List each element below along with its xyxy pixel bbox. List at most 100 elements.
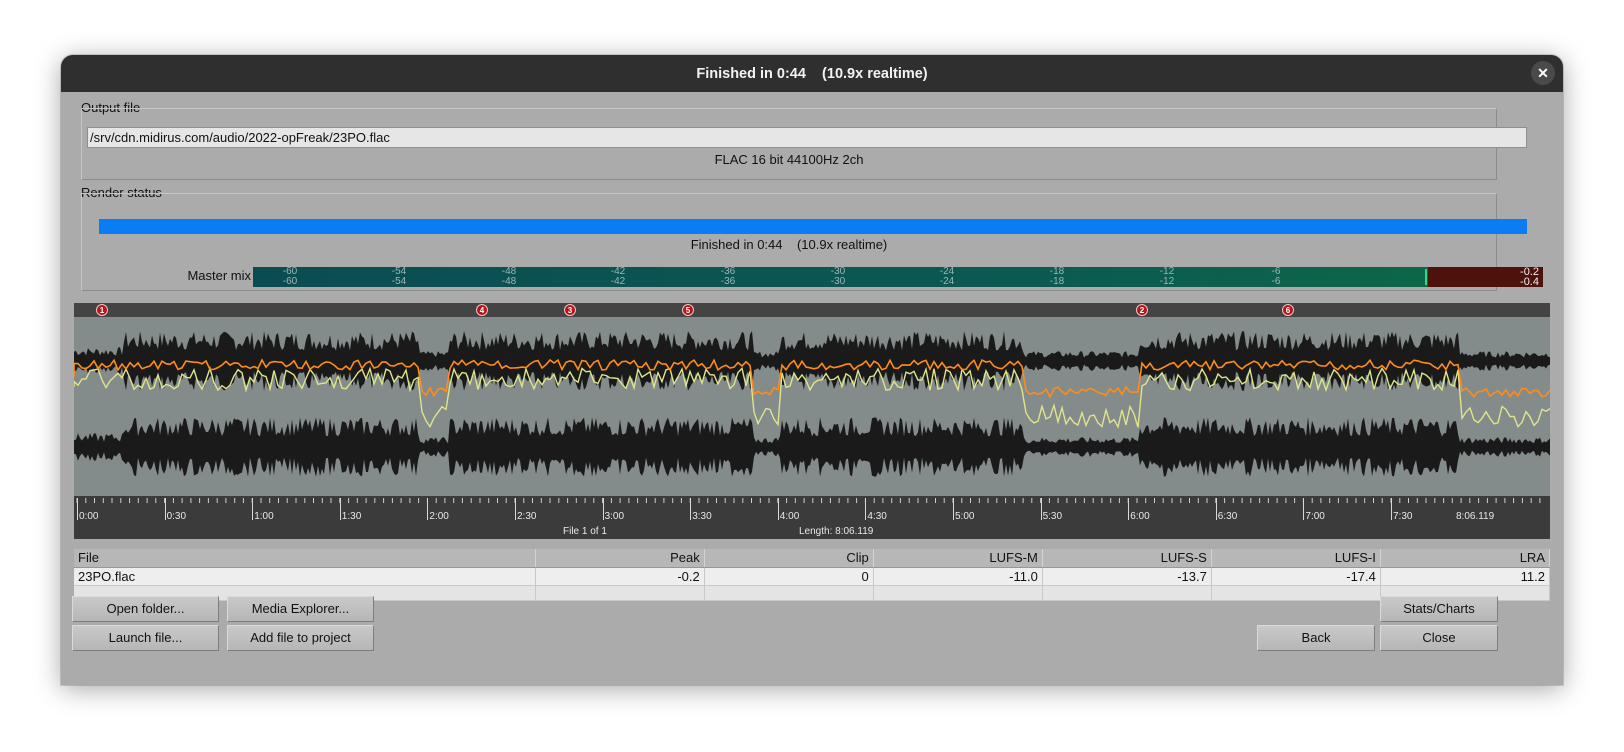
timeline-major-tick [690, 498, 692, 520]
column-header-peak[interactable]: Peak [535, 549, 705, 568]
marker-badge[interactable]: 5 [682, 304, 694, 316]
master-level-meter: -60 -60 -54 -54 -48 -48 -42 -42 -36 -36 -30 -30 -24-… [253, 266, 1543, 288]
meter-scale-label: -36 [720, 276, 736, 287]
meter-scale-label: -12 [1159, 266, 1175, 277]
cell-clip: 0 [704, 567, 874, 586]
timeline-major-tick [1128, 498, 1130, 520]
meter-scale-label: -12 [1159, 276, 1175, 287]
timeline-label: 1:00 [254, 511, 274, 522]
meter-peak-hold [1425, 269, 1427, 285]
marker-badge[interactable]: 4 [476, 304, 488, 316]
render-finished-dialog: Finished in 0:44 (10.9x realtime) ✕ Outp… [61, 55, 1563, 685]
output-file-label: Output file [81, 100, 141, 115]
render-status-group [81, 193, 1497, 291]
meter-scale-label: -24 [939, 276, 955, 287]
meter-scale-label: -24 [939, 266, 955, 277]
timeline-major-tick [515, 498, 516, 520]
back-button[interactable]: Back [1257, 625, 1375, 651]
timeline-label: 5:00 [955, 511, 975, 522]
meter-scale-label: -42 [610, 266, 626, 277]
master-mix-label: Master mix [187, 268, 251, 283]
timeline-label: 7:30 [1393, 511, 1413, 522]
timeline-label: 3:00 [604, 511, 625, 522]
close-button[interactable]: Close [1380, 625, 1498, 651]
length-info: Length: 8:06.119 [799, 526, 874, 537]
meter-scale-label: -36 [720, 266, 736, 277]
timeline-label: 7:00 [1305, 511, 1325, 522]
peak-right-value: -0.4 [1520, 276, 1539, 288]
cell-lra: 11.2 [1380, 567, 1551, 586]
meter-scale-label: -18 [1049, 266, 1065, 277]
waveform-view[interactable]: 1 4 3 5 2 6 0:00 0:30 1:00 1:30 2:00 2:30 3:00… [73, 303, 1551, 539]
timeline-label: 8:06.119 [1456, 511, 1495, 522]
render-status-text: Finished in 0:44 (10.9x realtime) [690, 237, 888, 252]
timeline-label: 3:30 [692, 511, 712, 522]
title-bar: Finished in 0:44 (10.9x realtime) ✕ [61, 55, 1563, 92]
meter-scale-label: -30 [830, 266, 846, 277]
timeline-major-tick [339, 498, 341, 520]
timeline-major-tick [1215, 498, 1217, 520]
meter-scale-label: -60 [282, 266, 298, 277]
cell-file: 23PO.flac [74, 567, 536, 586]
timeline-major-tick [427, 498, 429, 520]
timeline-major-tick [164, 498, 166, 520]
format-info: FLAC 16 bit 44100Hz 2ch [714, 152, 864, 167]
cell-lufs-s: -13.7 [1042, 567, 1212, 586]
column-header-file[interactable]: File [74, 549, 536, 568]
close-icon[interactable]: ✕ [1531, 61, 1555, 85]
timeline-major-tick [252, 498, 254, 520]
column-header-clip[interactable]: Clip [704, 549, 874, 568]
cell-peak: -0.2 [535, 567, 705, 586]
timeline-major-tick [953, 498, 954, 520]
meter-scale-label: -48 [501, 266, 517, 277]
timeline-label: 6:00 [1130, 511, 1150, 522]
render-status-label: Render status [81, 185, 162, 200]
open-folder-button[interactable]: Open folder... [72, 596, 219, 622]
timeline-label: 0:00 [79, 511, 99, 522]
column-header-lufs-s[interactable]: LUFS-S [1042, 549, 1212, 568]
timeline-ruler[interactable]: 0:00 0:30 1:00 1:30 2:00 2:30 3:00 3:30 4:00 4:30… [74, 496, 1550, 539]
markers-bar[interactable]: 1 4 3 5 2 6 [74, 303, 1550, 317]
column-header-lufs-i[interactable]: LUFS-I [1211, 549, 1381, 568]
marker-badge[interactable]: 6 [1282, 304, 1294, 316]
meter-scale-label: -6 [1271, 266, 1281, 277]
timeline-label: 2:30 [517, 511, 537, 522]
loudness-stats-table: File Peak Clip LUFS-M LUFS-S LUFS-I LRA … [74, 549, 1551, 601]
meter-scale-label: -54 [391, 266, 407, 277]
timeline-ticks [76, 498, 1541, 503]
column-header-lufs-m[interactable]: LUFS-M [873, 549, 1043, 568]
meter-scale-label: -42 [610, 276, 626, 287]
output-path-field[interactable] [87, 127, 1527, 148]
launch-file-button[interactable]: Launch file... [72, 625, 219, 651]
column-header-lra[interactable]: LRA [1380, 549, 1551, 568]
timeline-major-tick [1391, 498, 1392, 520]
timeline-label: 4:00 [779, 511, 800, 522]
render-progress-fill [99, 219, 1527, 234]
meter-scale-label: -60 [282, 276, 298, 287]
window-title: Finished in 0:44 (10.9x realtime) [696, 65, 928, 82]
timeline-major-tick [865, 498, 867, 520]
marker-badge[interactable]: 1 [96, 304, 108, 316]
timeline-major-tick [1303, 498, 1305, 520]
meter-scale-label: -48 [501, 276, 517, 287]
add-file-to-project-button[interactable]: Add file to project [227, 625, 374, 651]
timeline-label: 6:30 [1217, 511, 1238, 522]
cell-lufs-i: -17.4 [1211, 567, 1381, 586]
file-count-info: File 1 of 1 [563, 526, 607, 537]
timeline-major-tick [777, 498, 779, 520]
stats-charts-button[interactable]: Stats/Charts [1380, 596, 1498, 622]
peak-left-value: -0.2 [1520, 266, 1539, 278]
timeline-label: 1:30 [341, 511, 362, 522]
table-row[interactable]: 23PO.flac -0.2 0 -11.0 -13.7 -17.4 11.2 [74, 567, 1551, 586]
timeline-major-tick [1040, 498, 1042, 520]
media-explorer-button[interactable]: Media Explorer... [227, 596, 374, 622]
waveform-canvas[interactable] [73, 317, 1551, 496]
timeline-label: 0:30 [166, 511, 187, 522]
meter-scale-label: -6 [1271, 276, 1281, 287]
marker-badge[interactable]: 2 [1136, 304, 1148, 316]
table-header-row: File Peak Clip LUFS-M LUFS-S LUFS-I LRA [74, 549, 1551, 568]
timeline-label: 5:30 [1042, 511, 1063, 522]
timeline-label: 4:30 [867, 511, 887, 522]
marker-badge[interactable]: 3 [564, 304, 576, 316]
meter-scale-label: -54 [391, 276, 407, 287]
